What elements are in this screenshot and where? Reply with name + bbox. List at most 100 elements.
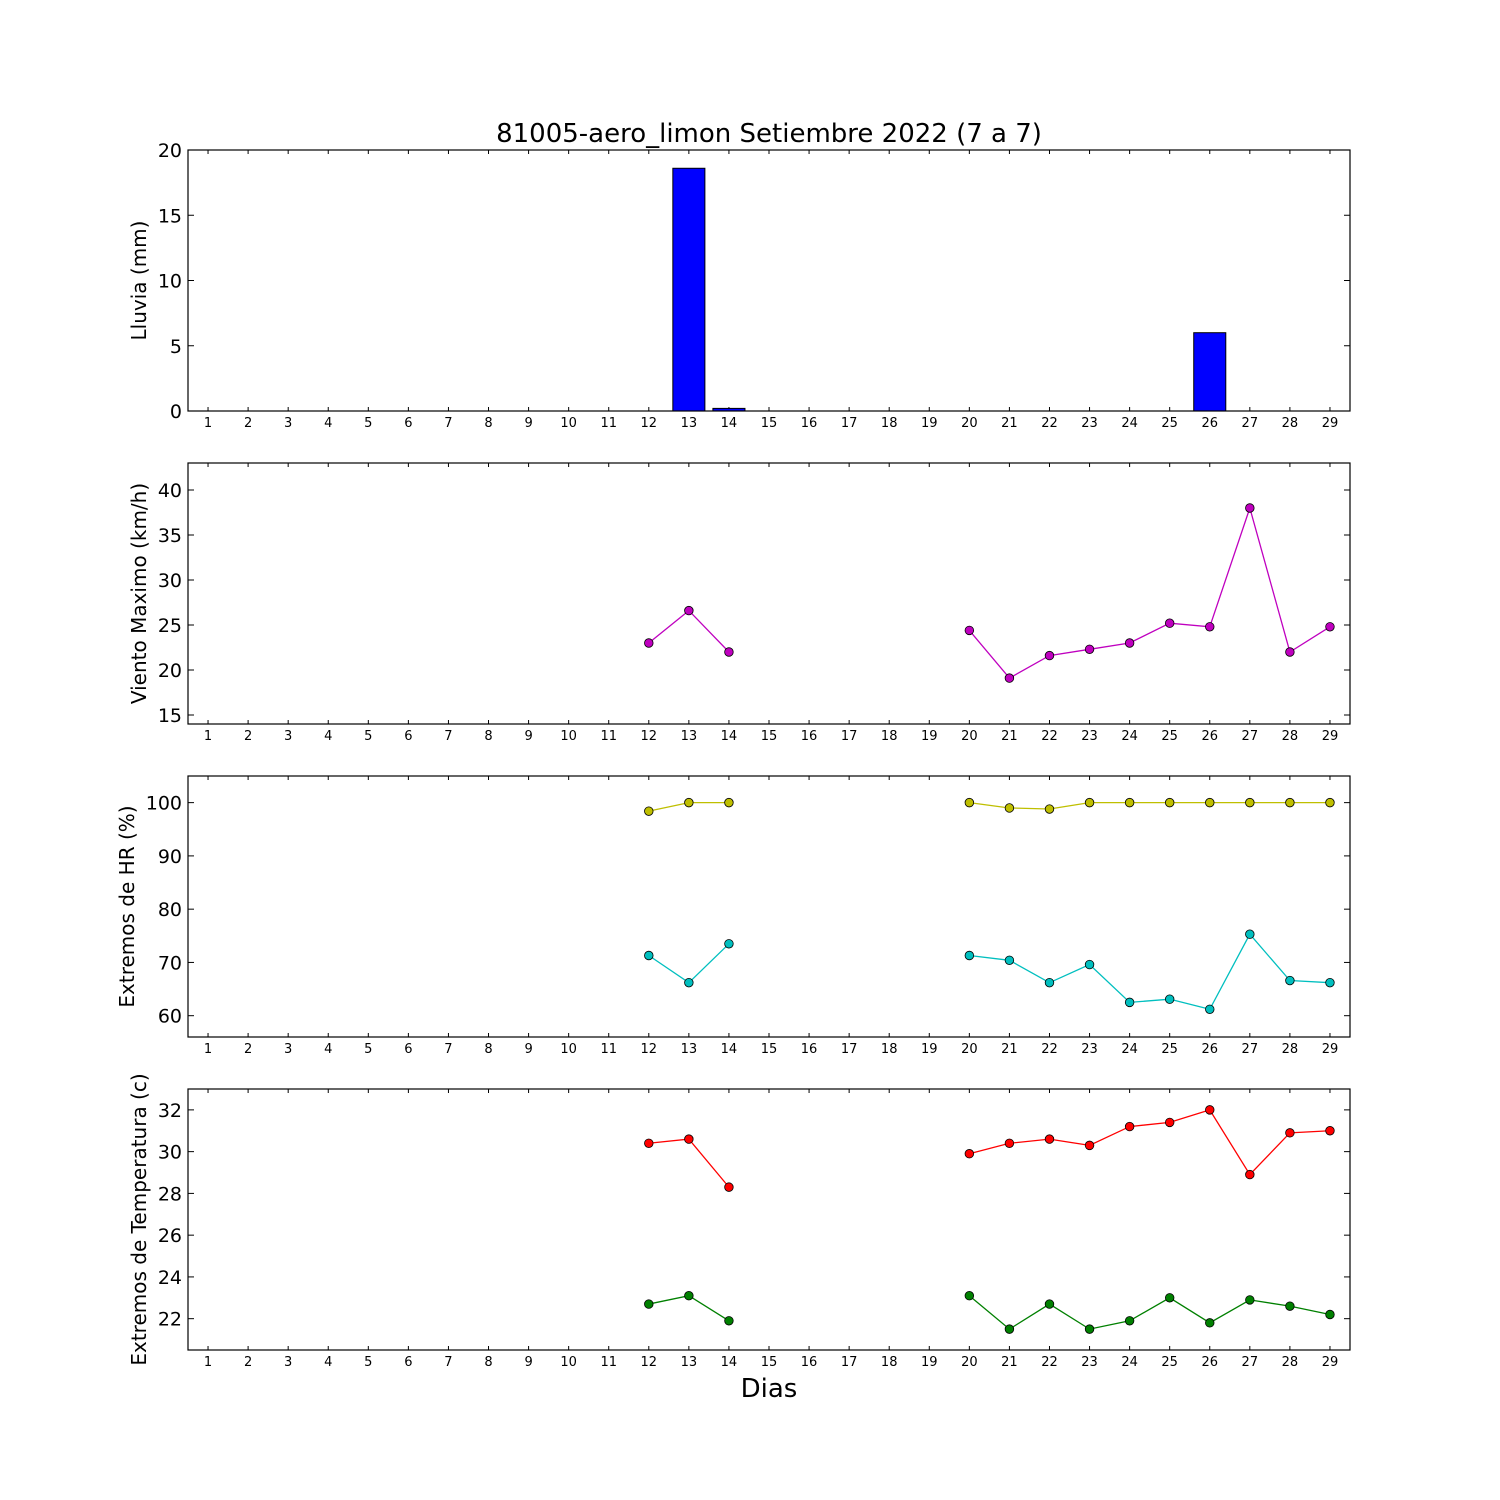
- x-tick-label: 2: [244, 1042, 252, 1057]
- data-point: [1245, 503, 1255, 513]
- data-point: [964, 950, 975, 961]
- data-point: [644, 950, 654, 961]
- data-point: [1164, 618, 1175, 628]
- x-tick-label: 26: [1201, 729, 1218, 744]
- x-tick-label: 27: [1242, 729, 1259, 744]
- data-point: [1325, 622, 1335, 632]
- data-point: [724, 647, 734, 657]
- data-point: [1325, 1309, 1335, 1320]
- data-point: [1285, 1301, 1295, 1311]
- x-tick-label: 18: [881, 729, 898, 744]
- series-line: [969, 801, 1330, 810]
- x-tick-label: 23: [1081, 416, 1098, 431]
- x-tick-label: 11: [600, 1042, 617, 1057]
- data-point: [1084, 1324, 1095, 1334]
- x-tick-label: 21: [1001, 1042, 1018, 1057]
- x-tick-label: 10: [560, 416, 577, 431]
- axes-frame: [187, 462, 1351, 725]
- x-tick-label: 13: [681, 416, 698, 431]
- data-point: [1044, 1134, 1055, 1144]
- y-tick-label: 40: [158, 480, 182, 502]
- x-tick-label: 26: [1201, 1355, 1218, 1370]
- x-tick-label: 15: [761, 729, 778, 744]
- data-point: [724, 797, 734, 808]
- data-point: [1004, 673, 1015, 683]
- y-tick-label: 32: [158, 1100, 182, 1122]
- x-tick-label: 7: [444, 729, 452, 744]
- x-tick-label: 15: [761, 1042, 778, 1057]
- data-point: [1205, 797, 1215, 808]
- data-point: [644, 1299, 654, 1309]
- data-point: [1004, 1138, 1015, 1148]
- x-tick-label: 10: [560, 1042, 577, 1057]
- data-point: [644, 1138, 654, 1148]
- x-tick-label: 21: [1001, 416, 1018, 431]
- x-tick-label: 2: [244, 1355, 252, 1370]
- x-tick-label: 23: [1081, 1355, 1098, 1370]
- x-tick-label: 27: [1242, 1355, 1259, 1370]
- x-tick-label: 4: [324, 729, 332, 744]
- plot-area: [188, 1089, 1350, 1350]
- data-point: [1084, 959, 1095, 970]
- x-tick-label: 17: [841, 416, 858, 431]
- x-tick-label: 21: [1001, 729, 1018, 744]
- x-tick-label: 4: [324, 1042, 332, 1057]
- x-tick-label: 5: [364, 729, 372, 744]
- y-axis-label: Extremos de Temperatura (c): [127, 1073, 151, 1365]
- x-tick-label: 29: [1322, 416, 1339, 431]
- series-line: [968, 505, 1331, 679]
- y-tick-label: 80: [158, 899, 182, 921]
- x-tick-label: 3: [284, 1042, 292, 1057]
- x-tick-label: 24: [1121, 416, 1138, 431]
- x-tick-label: 12: [641, 416, 658, 431]
- x-tick-label: 8: [484, 1042, 492, 1057]
- x-tick-label: 16: [801, 1042, 818, 1057]
- y-tick-label: 10: [158, 271, 182, 293]
- data-point: [964, 1291, 975, 1301]
- x-tick-label: 20: [961, 416, 978, 431]
- data-point: [1245, 1169, 1255, 1180]
- data-point: [1325, 977, 1335, 988]
- x-tick-label: 18: [881, 1042, 898, 1057]
- x-tick-label: 9: [524, 1355, 532, 1370]
- data-point: [1164, 797, 1175, 808]
- x-tick-label: 14: [721, 1042, 738, 1057]
- x-tick-label: 17: [841, 729, 858, 744]
- data-point: [1164, 1293, 1175, 1303]
- x-tick-label: 24: [1121, 1355, 1138, 1370]
- x-tick-label: 9: [524, 729, 532, 744]
- x-tick-label: 2: [244, 729, 252, 744]
- axes-frame: [187, 775, 1351, 1038]
- x-tick-label: 9: [524, 1042, 532, 1057]
- y-tick-label: 5: [170, 336, 182, 358]
- x-tick-label: 28: [1282, 416, 1299, 431]
- y-tick-label: 30: [158, 570, 182, 592]
- x-tick-label: 19: [921, 729, 938, 744]
- x-tick-label: 1: [204, 729, 212, 744]
- x-axis-label: Dias: [741, 1374, 798, 1404]
- y-tick-label: 0: [170, 401, 182, 423]
- data-point: [964, 797, 975, 808]
- x-tick-label: 11: [600, 1355, 617, 1370]
- y-tick-label: 15: [158, 205, 182, 227]
- x-tick-label: 7: [444, 416, 452, 431]
- plot-area: [188, 463, 1350, 724]
- x-tick-label: 3: [284, 1355, 292, 1370]
- x-tick-label: 12: [641, 1355, 658, 1370]
- x-tick-label: 17: [841, 1355, 858, 1370]
- x-tick-label: 19: [921, 1042, 938, 1057]
- x-tick-label: 19: [921, 416, 938, 431]
- data-point: [964, 625, 975, 636]
- x-tick-label: 28: [1282, 1355, 1299, 1370]
- x-tick-label: 13: [681, 1355, 698, 1370]
- y-tick-label: 20: [158, 140, 182, 162]
- x-tick-label: 26: [1201, 416, 1218, 431]
- data-point: [1004, 1324, 1015, 1334]
- data-point: [964, 1149, 975, 1159]
- x-tick-label: 12: [641, 1042, 658, 1057]
- series-line: [969, 933, 1331, 1011]
- x-tick-label: 5: [364, 1355, 372, 1370]
- x-tick-label: 28: [1282, 729, 1299, 744]
- data-point: [1325, 797, 1335, 808]
